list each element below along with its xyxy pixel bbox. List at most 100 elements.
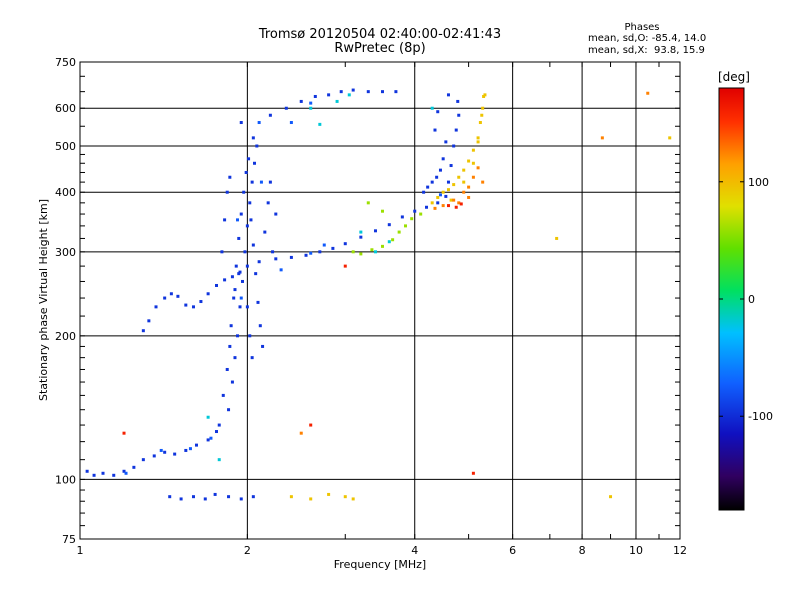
data-point	[239, 212, 243, 216]
data-point	[223, 278, 227, 282]
data-point	[462, 180, 466, 184]
y-tick-label: 750	[55, 56, 76, 69]
data-point	[446, 93, 450, 97]
data-point	[366, 201, 370, 205]
data-point	[609, 495, 613, 499]
data-point	[351, 88, 355, 92]
data-point	[214, 430, 218, 434]
data-point	[251, 136, 255, 140]
data-point	[188, 447, 192, 451]
data-point	[225, 190, 229, 194]
data-point	[237, 236, 241, 240]
data-point	[141, 458, 145, 462]
data-point	[387, 223, 391, 227]
data-point	[299, 99, 303, 103]
data-point	[217, 458, 221, 462]
data-point	[173, 452, 177, 456]
data-point	[152, 454, 156, 458]
data-point	[327, 492, 331, 496]
data-point	[394, 90, 398, 94]
colorbar	[718, 87, 745, 511]
data-point	[184, 303, 188, 307]
grid-lines	[80, 62, 680, 539]
data-point	[259, 180, 263, 184]
data-point	[217, 423, 221, 427]
data-point	[430, 201, 434, 205]
data-point	[313, 94, 317, 98]
data-point	[194, 443, 198, 447]
data-point	[268, 180, 272, 184]
data-point	[124, 471, 128, 475]
data-point	[227, 408, 231, 412]
data-point	[433, 128, 437, 132]
data-point	[206, 292, 210, 296]
data-point	[347, 93, 351, 97]
data-point	[242, 190, 246, 194]
data-point	[239, 497, 243, 501]
data-point	[233, 288, 237, 292]
y-axis-label: Stationary phase Virtual Height [km]	[37, 199, 50, 401]
data-point	[454, 205, 458, 209]
data-point	[168, 495, 172, 499]
data-point	[230, 275, 234, 279]
data-point	[122, 469, 126, 473]
data-point	[304, 253, 308, 257]
data-point	[600, 136, 604, 140]
data-point	[112, 473, 116, 477]
data-point	[257, 260, 261, 264]
data-point	[266, 201, 270, 205]
data-point	[221, 393, 225, 397]
data-point	[176, 294, 180, 298]
data-point	[380, 90, 384, 94]
data-point	[289, 495, 293, 499]
data-point	[238, 270, 242, 274]
data-point	[425, 205, 429, 209]
data-point	[459, 202, 463, 206]
data-point	[471, 471, 475, 475]
data-point	[206, 438, 210, 442]
data-point	[263, 230, 267, 234]
data-point	[299, 431, 303, 435]
x-axis-label: Frequency [MHz]	[334, 558, 426, 571]
data-point	[481, 180, 485, 184]
data-point	[322, 243, 326, 247]
x-tick-label: 12	[673, 544, 687, 557]
data-point	[199, 300, 203, 304]
data-point	[236, 334, 240, 338]
data-point	[191, 305, 195, 309]
data-point	[225, 367, 229, 371]
x-tick-label: 8	[579, 544, 586, 557]
data-point	[248, 201, 252, 205]
data-point	[238, 305, 242, 309]
data-point	[132, 465, 136, 469]
data-point	[203, 497, 207, 501]
data-point	[351, 497, 355, 501]
data-point	[457, 113, 461, 117]
data-point	[370, 248, 374, 252]
data-point	[289, 255, 293, 259]
data-point	[206, 415, 210, 419]
data-point	[236, 218, 240, 222]
data-point	[251, 495, 255, 499]
data-point	[309, 497, 313, 501]
data-point	[435, 175, 439, 179]
data-point	[457, 201, 461, 205]
data-point	[85, 469, 89, 473]
data-point	[101, 471, 105, 475]
data-point	[454, 128, 458, 132]
y-tick-label: 200	[55, 330, 76, 343]
data-point	[274, 257, 278, 261]
data-point	[471, 161, 475, 165]
data-point	[289, 121, 293, 125]
data-point	[441, 157, 445, 161]
y-tick-label: 75	[62, 533, 76, 546]
data-point	[163, 450, 167, 454]
data-point	[339, 90, 343, 94]
y-tick-label: 300	[55, 246, 76, 259]
data-point	[227, 495, 231, 499]
data-point	[169, 292, 173, 296]
data-point	[284, 106, 288, 110]
data-point	[482, 94, 486, 98]
data-point	[237, 272, 241, 276]
data-point	[446, 188, 450, 192]
